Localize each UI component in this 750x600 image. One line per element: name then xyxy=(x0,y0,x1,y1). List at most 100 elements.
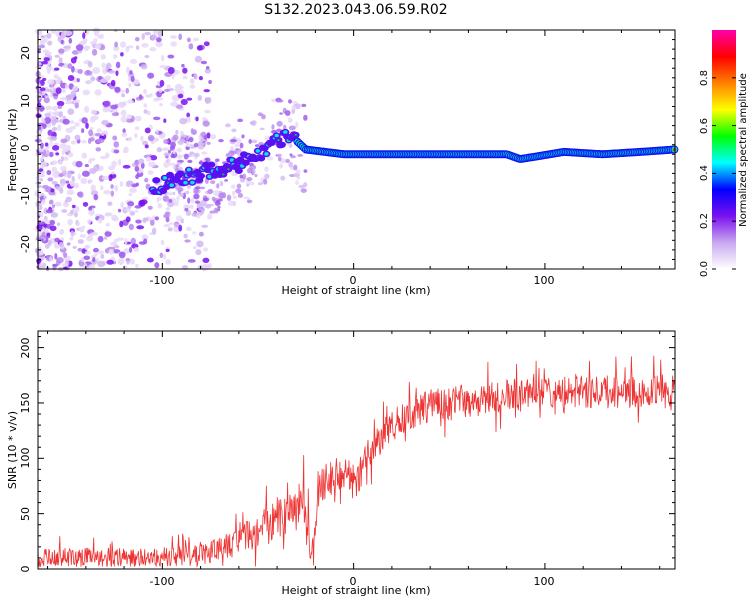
spectrogram-noise-blob xyxy=(69,236,74,241)
spectrogram-noise-blob xyxy=(105,65,110,71)
spectrogram-noise-blob xyxy=(185,190,190,195)
spectrogram-noise-blob xyxy=(39,263,44,270)
spectrogram-noise-blob xyxy=(172,134,179,141)
spectrogram-noise-blob xyxy=(41,116,45,124)
spectrogram-noise-blob xyxy=(202,263,210,270)
spectrogram-noise-blob xyxy=(75,160,83,168)
spectrogram-noise-blob xyxy=(198,76,203,81)
spectrogram-noise-blob xyxy=(185,140,190,145)
spectrogram-noise-blob xyxy=(195,116,199,122)
spectrogram-noise-blob xyxy=(127,136,133,142)
spectrogram-noise-blob xyxy=(195,249,202,256)
spectrogram-noise-blob xyxy=(199,186,206,190)
spectrogram-noise-blob xyxy=(50,86,55,92)
spectrogram-noise-blob xyxy=(257,182,263,186)
spectrogram-noise-blob xyxy=(50,29,57,34)
ridge-peak xyxy=(294,133,297,136)
spectrogram-noise-blob xyxy=(246,199,253,204)
spectrogram-noise-blob xyxy=(178,192,185,197)
spectrogram-noise-blob xyxy=(119,181,124,188)
spectrogram-noise-blob xyxy=(159,65,167,69)
spectrogram-noise-blob xyxy=(190,197,195,204)
spectrogram-noise-blob xyxy=(288,161,293,168)
spectrogram-noise-blob xyxy=(86,235,94,242)
spectrogram-noise-blob xyxy=(40,161,47,168)
spectrogram-noise-blob xyxy=(115,70,119,76)
spectrogram-noise-blob xyxy=(166,192,174,196)
spectrogram-noise-blob xyxy=(36,224,43,231)
colorbar-tick-label: 0.6 xyxy=(699,118,710,134)
spectrogram-noise-blob xyxy=(159,79,165,87)
spectrogram-noise-blob xyxy=(60,165,67,172)
spectrogram-noise-blob xyxy=(167,227,173,232)
spectrogram-noise-blob xyxy=(51,160,58,166)
spectrogram-ytick-label: 20 xyxy=(19,46,32,60)
spectrogram-noise-blob xyxy=(94,132,102,137)
spectrogram-ytick-label: -10 xyxy=(19,187,32,205)
spectrogram-noise-blob xyxy=(159,102,163,107)
spectrogram-noise-blob xyxy=(88,158,93,164)
spectrogram-noise-blob xyxy=(276,120,283,127)
ridge-peak xyxy=(227,168,230,171)
spectrogram-noise-blob xyxy=(287,117,293,124)
spectrogram-noise-blob xyxy=(188,43,194,50)
spectrogram-noise-blob xyxy=(145,156,152,162)
spectrogram-noise-blob xyxy=(110,241,118,246)
spectrogram-noise-blob xyxy=(252,168,256,175)
spectrogram-noise-blob xyxy=(50,188,55,193)
spectrogram-xtick-label: -100 xyxy=(150,274,175,287)
spectrogram-noise-blob xyxy=(254,173,258,178)
spectrogram-noise-blob xyxy=(303,169,308,173)
spectrogram-noise-blob xyxy=(64,47,70,52)
spectrogram-noise-blob xyxy=(163,118,167,123)
spectrogram-noise-blob xyxy=(162,195,170,202)
spectrogram-noise-blob xyxy=(156,147,163,153)
spectrogram-noise-blob xyxy=(81,140,87,144)
spectrogram-noise-blob xyxy=(79,40,87,46)
spectrogram-noise-blob xyxy=(87,60,93,68)
colorbar: 0.0 0.2 0.4 0.6 0.8 Normalized spectral … xyxy=(699,30,749,277)
spectrogram-noise-blob xyxy=(63,156,69,161)
spectrogram-noise-blob xyxy=(101,119,109,126)
spectrogram-noise-blob xyxy=(224,179,229,182)
spectrogram-noise-blob xyxy=(72,85,79,92)
spectrogram-noise-blob xyxy=(138,94,143,100)
spectrogram-noise-blob xyxy=(58,160,63,165)
spectrogram-noise-blob xyxy=(193,193,200,200)
spectrogram-noise-blob xyxy=(62,202,70,208)
spectrogram-noise-blob xyxy=(192,231,197,235)
spectrogram-noise-blob xyxy=(128,192,133,197)
spectrogram-noise-blob xyxy=(51,180,58,185)
spectrogram-noise-blob xyxy=(67,108,75,116)
spectrogram-noise-blob xyxy=(46,170,52,176)
ridge-core xyxy=(190,180,195,185)
spectrogram-noise-blob xyxy=(88,233,94,237)
spectrogram-noise-blob xyxy=(129,258,135,265)
spectrogram-noise-blob xyxy=(80,177,88,185)
spectrogram-noise-blob xyxy=(172,149,176,155)
spectrogram-noise-blob xyxy=(142,196,149,200)
spectrogram-noise-blob xyxy=(119,41,127,48)
spectrogram-noise-blob xyxy=(120,52,124,57)
spectrogram-noise-blob xyxy=(114,184,118,192)
spectrogram-noise-blob xyxy=(44,95,48,99)
spectrogram-noise-blob xyxy=(227,200,235,206)
spectrogram-noise-blob xyxy=(301,103,307,108)
spectrogram-noise-blob xyxy=(135,80,139,84)
spectrogram-noise-blob xyxy=(167,157,171,164)
spectrogram-noise-blob xyxy=(167,200,175,208)
spectrogram-noise-blob xyxy=(63,45,71,49)
spectrogram-noise-blob xyxy=(135,174,140,180)
spectrogram-noise-blob xyxy=(53,74,59,79)
spectrogram-noise-blob xyxy=(86,79,93,84)
spectrogram-noise-blob xyxy=(167,54,175,59)
spectrogram-noise-blob xyxy=(211,196,216,202)
spectrogram-noise-blob xyxy=(106,259,114,265)
spectrogram-noise-blob xyxy=(47,79,55,85)
spectrogram-noise-blob xyxy=(249,163,254,166)
spectrogram-noise-blob xyxy=(203,41,210,47)
snr-xtick-label: -100 xyxy=(150,575,175,588)
colorbar-tick-label: 0.0 xyxy=(699,261,710,277)
spectrogram-noise-blob xyxy=(123,248,130,255)
spectrogram-noise-blob xyxy=(73,56,78,60)
